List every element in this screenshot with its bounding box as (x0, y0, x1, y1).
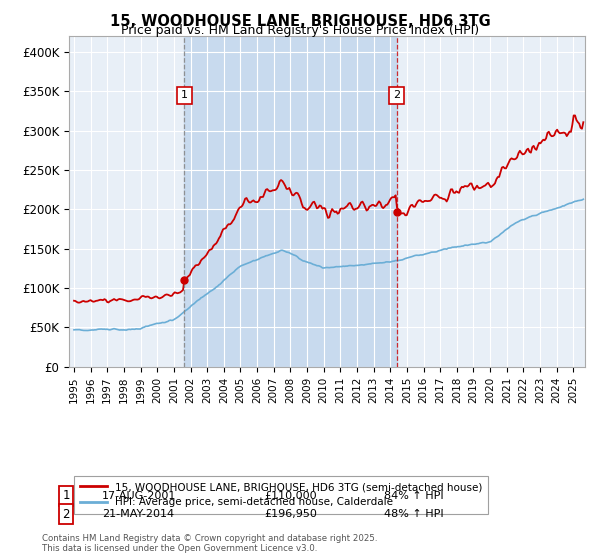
Text: 2: 2 (393, 90, 400, 100)
Text: £196,950: £196,950 (264, 509, 317, 519)
Text: 48% ↑ HPI: 48% ↑ HPI (384, 509, 443, 519)
Text: 84% ↑ HPI: 84% ↑ HPI (384, 491, 443, 501)
Text: 15, WOODHOUSE LANE, BRIGHOUSE, HD6 3TG: 15, WOODHOUSE LANE, BRIGHOUSE, HD6 3TG (110, 14, 490, 29)
Legend: 15, WOODHOUSE LANE, BRIGHOUSE, HD6 3TG (semi-detached house), HPI: Average price: 15, WOODHOUSE LANE, BRIGHOUSE, HD6 3TG (… (74, 476, 488, 514)
Text: Contains HM Land Registry data © Crown copyright and database right 2025.
This d: Contains HM Land Registry data © Crown c… (42, 534, 377, 553)
Text: 2: 2 (62, 507, 70, 521)
Bar (184, 36, 397, 367)
Text: Price paid vs. HM Land Registry's House Price Index (HPI): Price paid vs. HM Land Registry's House … (121, 24, 479, 37)
Text: 17-AUG-2001: 17-AUG-2001 (102, 491, 176, 501)
Text: 1: 1 (181, 90, 188, 100)
Text: 1: 1 (62, 489, 70, 502)
Text: 21-MAY-2014: 21-MAY-2014 (102, 509, 174, 519)
Text: £110,000: £110,000 (264, 491, 317, 501)
